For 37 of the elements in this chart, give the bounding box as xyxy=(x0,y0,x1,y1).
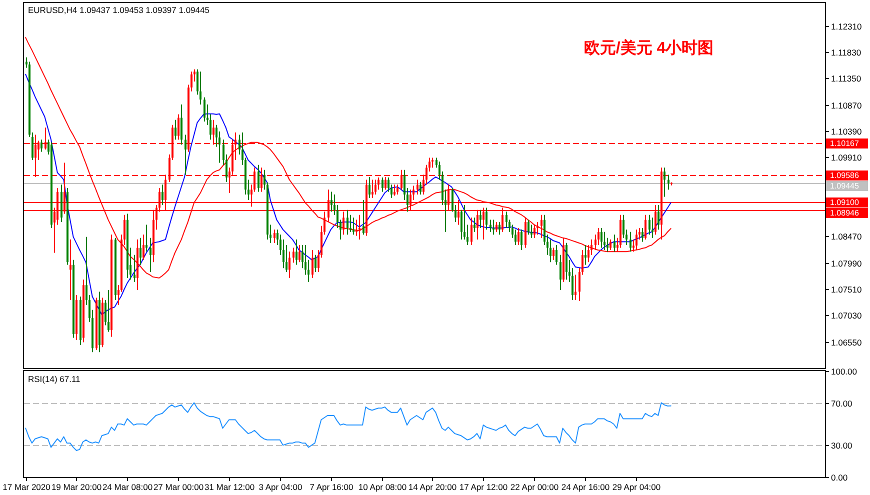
ref-line-label: 1.09100 xyxy=(830,198,860,208)
text: 欧元/美元 4小时图 xyxy=(584,38,714,57)
y-tick-label: 1.09910 xyxy=(831,152,862,162)
y-tick-label: 1.07030 xyxy=(831,310,862,320)
y-tick-label: 1.11830 xyxy=(831,47,862,58)
y-tick-label: 1.12310 xyxy=(831,21,862,32)
chart-subtitle: EURUSD,H4 1.09437 1.09453 1.09397 1.09445 xyxy=(28,5,210,15)
x-tick-label: 29 Apr 04:00 xyxy=(612,482,661,492)
y-tick-label: 30.00 xyxy=(831,440,853,450)
x-tick-label: 10 Apr 08:00 xyxy=(358,482,407,492)
x-tick-label: 17 Apr 12:00 xyxy=(459,482,508,492)
y-tick-label: 1.06550 xyxy=(831,337,862,348)
chart-title: RSI(14) 67.11 xyxy=(28,374,81,384)
ref-line-label: 1.10167 xyxy=(830,139,860,148)
x-tick-label: 7 Apr 16:00 xyxy=(310,482,354,492)
x-tick-label: 3 Apr 04:00 xyxy=(258,482,303,492)
x-tick-label: 19 Mar 20:00 xyxy=(51,482,102,492)
x-tick-label: 31 Mar 12:00 xyxy=(204,482,255,492)
y-tick-label: 1.10390 xyxy=(831,126,862,136)
y-tick-label: 1.08470 xyxy=(831,231,862,242)
y-tick-label: 100.00 xyxy=(831,366,858,376)
y-tick-label: 1.07510 xyxy=(831,284,862,294)
ref-line-label: 1.09445 xyxy=(830,182,860,191)
ref-line-label: 1.09586 xyxy=(830,171,860,180)
x-tick-label: 24 Mar 08:00 xyxy=(102,482,153,492)
y-tick-label: 1.10870 xyxy=(831,100,862,110)
y-tick-label: 0.00 xyxy=(831,472,848,482)
ref-line-label: 1.08946 xyxy=(830,208,860,218)
x-tick-label: 17 Mar 2020 xyxy=(2,482,51,492)
line-series xyxy=(25,402,672,451)
y-tick-label: 1.11350 xyxy=(831,73,862,84)
x-tick-label: 24 Apr 16:00 xyxy=(561,482,610,492)
y-tick-label: 70.00 xyxy=(831,398,853,408)
x-tick-label: 22 Apr 00:00 xyxy=(510,482,559,492)
x-tick-label: 27 Mar 00:00 xyxy=(153,482,204,492)
x-tick-label: 14 Apr 20:00 xyxy=(408,482,457,492)
y-tick-label: 1.07990 xyxy=(831,258,862,268)
